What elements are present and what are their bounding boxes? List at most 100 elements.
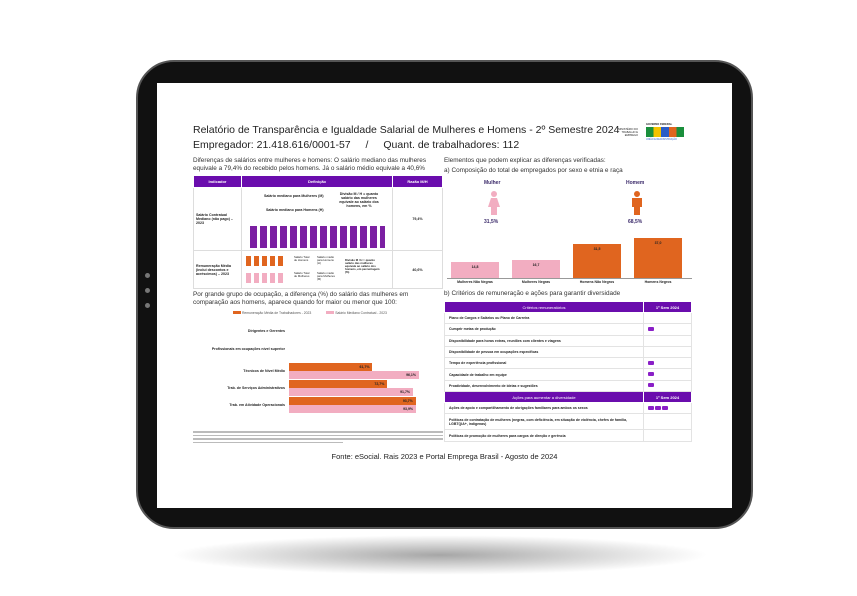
criterion-mark — [643, 429, 692, 442]
people-icons — [250, 226, 385, 248]
employer-id: Empregador: 21.418.616/0001-57 — [193, 139, 351, 151]
men-icons — [246, 256, 286, 266]
criterion-label: Políticas de contratação de mulheres (ne… — [444, 413, 644, 431]
man-icon — [632, 191, 642, 215]
woman-label: Mulher — [484, 180, 501, 186]
bar: 96,1% — [289, 371, 419, 379]
table-row: Plano de Cargos e Salários ou Plano de C… — [444, 311, 692, 325]
bar: 93,7% — [289, 397, 416, 405]
col-definition: Definição — [241, 175, 393, 188]
definition-note: Divisão M / H = quanto salário das mulhe… — [339, 192, 379, 208]
bar: 61,7% — [289, 363, 373, 371]
government-logo: MINISTÉRIO DO TRABALHO E EMPREGO GOVERNO… — [612, 123, 702, 145]
brasil-logo-mark — [646, 127, 684, 137]
criterion-mark — [643, 379, 692, 393]
definition-text: Salário mediano para Mulheres (M) — [264, 194, 324, 198]
tablet-screen: Relatório de Transparência e Igualdade S… — [157, 83, 732, 508]
sensor-dot — [145, 288, 150, 293]
employer-line: Empregador: 21.418.616/0001-57 / Quant. … — [193, 139, 519, 151]
composition-title: a) Composição do total de empregados por… — [444, 167, 623, 174]
table-row: Capacidade de trabalho em equipe — [444, 368, 692, 381]
women-icons — [246, 273, 286, 283]
salary-intro: Diferenças de salários entre mulheres e … — [193, 157, 427, 172]
criteria-title: b) Critérios de remuneração e ações para… — [444, 290, 621, 297]
definition-text: Salário mediano para Homens (H) — [266, 208, 324, 212]
check-icon — [648, 405, 654, 410]
definition-cell: Salário Total de Homens Salário médio pa… — [241, 250, 393, 289]
criterion-mark — [643, 357, 692, 370]
bar: 16,7 — [512, 259, 560, 278]
y-tick-label: Técnicos de Nível Médio — [243, 369, 285, 373]
criterion-label: Ações de apoio e compartilhamento de obr… — [444, 402, 644, 415]
criteria-table: Critérios remuneratórios 1º Sem 2024 Plan… — [444, 301, 692, 442]
sensor-dot — [145, 303, 150, 308]
elements-title: Elementos que podem explicar as diferenç… — [444, 157, 606, 164]
legend-swatch — [233, 311, 241, 314]
gov-logo-text: GOVERNO FEDERAL — [646, 123, 673, 126]
definition-text: Salário médio para Mulheres (M) — [317, 271, 335, 281]
table-row: Salário Contratual Mediano (não pago) – … — [193, 187, 443, 251]
criterion-label: Tempo de experiência profissional — [444, 357, 644, 370]
ratio-cell: 40,6% — [392, 250, 443, 289]
device-shadow — [170, 535, 710, 575]
indicator-cell: Remuneração Média (inclui descontos e ac… — [193, 250, 242, 289]
criterion-mark — [643, 413, 692, 431]
period-header: 1º Sem 2024 — [643, 301, 692, 313]
man-label: Homem — [626, 180, 645, 186]
y-tick-label: Dirigentes e Gerentes — [247, 329, 285, 333]
col-indicator: Indicador — [193, 175, 242, 188]
criterion-mark — [643, 323, 692, 336]
legend-label: Remuneração Média de Trabalhadores - 202… — [241, 311, 312, 315]
bar: 14,8 — [451, 262, 499, 278]
criterion-label: Plano de Cargos e Salários ou Plano de C… — [444, 311, 644, 325]
table-row: Políticas de promoção de mulheres para c… — [444, 429, 692, 442]
criterion-mark — [643, 368, 692, 381]
criterion-mark — [643, 402, 692, 415]
criterion-label: Proatividade, desenvolvimento de ideias … — [444, 379, 644, 393]
x-tick-label: Mulheres Negras — [521, 280, 551, 284]
occupation-chart: Dirigentes e Gerentes Profissionais em oc… — [193, 319, 443, 419]
definition-cell: Salário mediano para Mulheres (M) Salári… — [241, 187, 393, 251]
definition-text: Salário Total de Homens — [294, 255, 310, 262]
criterion-label: Políticas de promoção de mulheres para c… — [444, 429, 644, 442]
y-tick-label: Profissionais em ocupações nível superio… — [211, 347, 285, 351]
worker-count: Quant. de trabalhadores: 112 — [383, 139, 520, 151]
check-icon — [648, 372, 654, 377]
chart-legend: Remuneração Média de Trabalhadores - 202… — [233, 311, 387, 315]
table-row: Políticas de contratação de mulheres (ne… — [444, 413, 692, 431]
y-tick-label: Trab. em Atividade Operacionais — [229, 403, 285, 407]
definition-note: Divisão M / H = quanto salário das mulhe… — [345, 258, 380, 274]
woman-percent: 31,5% — [484, 219, 499, 225]
criterion-mark — [643, 334, 692, 347]
check-icon — [648, 383, 654, 388]
table-row: Disponibilidade para horas extras, reuni… — [444, 334, 692, 347]
man-percent: 68,5% — [628, 219, 643, 225]
criteria-header: Critérios remuneratórios — [444, 301, 644, 313]
table-row: Ações de apoio e compartilhamento de obr… — [444, 402, 692, 415]
definition-text: Salário médio para Homens (H) — [317, 255, 335, 265]
definition-text: Salário Total de Mulheres — [294, 271, 310, 278]
y-tick-label: Trab. de Serviços Administrativos — [227, 386, 285, 390]
report-title: Relatório de Transparência e Igualdade S… — [193, 124, 620, 136]
actions-header: Ações para aumentar a diversidade — [444, 391, 644, 404]
x-tick-label: Homens Não Negros — [579, 280, 615, 284]
criterion-label: Capacidade de trabalho em equipe — [444, 368, 644, 381]
check-icon — [662, 405, 668, 410]
criterion-mark — [643, 311, 692, 325]
check-icon — [648, 326, 654, 331]
ratio-cell: 79,4% — [392, 187, 443, 251]
table-row: Tempo de experiência profissional — [444, 357, 692, 370]
legend-label: Salário Mediano Contratual - 2023 — [335, 311, 387, 315]
composition-chart: 14,8 Mulheres Não Negras 16,7 Mulheres Negr… — [447, 233, 692, 284]
criterion-label: Disponibilidade de pessoa em ocupações e… — [444, 345, 644, 359]
col-ratio: Razão M/H — [392, 175, 443, 188]
table-row: Disponibilidade de pessoa em ocupações e… — [444, 345, 692, 359]
table-row: Proatividade, desenvolvimento de ideias … — [444, 379, 692, 393]
logo-tagline: UNIÃO E RECONSTRUÇÃO — [646, 138, 677, 141]
x-tick-label: Mulheres Não Negras — [457, 280, 493, 284]
criterion-label: Disponibilidade para horas extras, reuni… — [444, 334, 644, 347]
table-row: Remuneração Média (inclui descontos e ac… — [193, 250, 443, 289]
x-tick-label: Homens Negros — [644, 280, 672, 284]
woman-icon — [488, 191, 500, 215]
check-icon — [655, 405, 661, 410]
